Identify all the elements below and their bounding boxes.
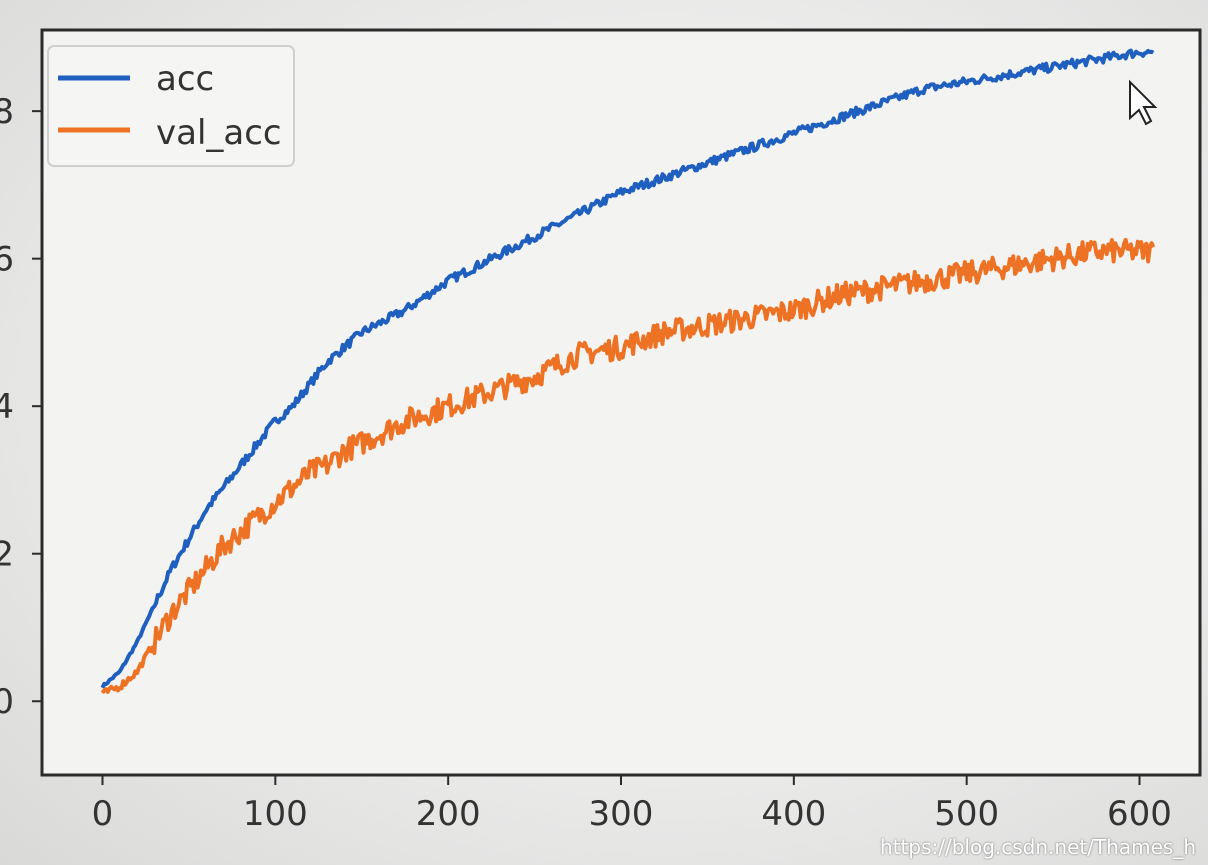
watermark: https://blog.csdn.net/Thames_h: [880, 835, 1196, 859]
x-tick-label: 400: [761, 794, 826, 834]
x-axis: 0 100 200 300 400 500 600: [92, 775, 1172, 834]
x-tick-label: 200: [416, 794, 481, 834]
series-line-val-acc: [100, 237, 1156, 695]
legend-label-acc: acc: [156, 59, 214, 99]
y-tick-label: 2: [0, 535, 14, 575]
x-tick-label: 500: [934, 794, 999, 834]
x-tick-label: 100: [243, 794, 308, 834]
series-layer: [100, 48, 1156, 695]
y-axis: 0 2 4 6 8: [0, 92, 42, 722]
legend-label-val-acc: val_acc: [156, 113, 282, 153]
y-tick-label: 6: [0, 240, 14, 280]
x-tick-label: 0: [92, 794, 114, 834]
y-tick-label: 0: [0, 682, 14, 722]
mouse-cursor: [1129, 79, 1158, 126]
series-line-acc: [100, 48, 1155, 689]
y-tick-label: 4: [0, 387, 14, 427]
x-tick-label: 600: [1107, 794, 1172, 834]
legend: acc val_acc: [47, 45, 295, 167]
y-tick-label: 8: [0, 92, 14, 132]
x-tick-label: 300: [589, 794, 654, 834]
